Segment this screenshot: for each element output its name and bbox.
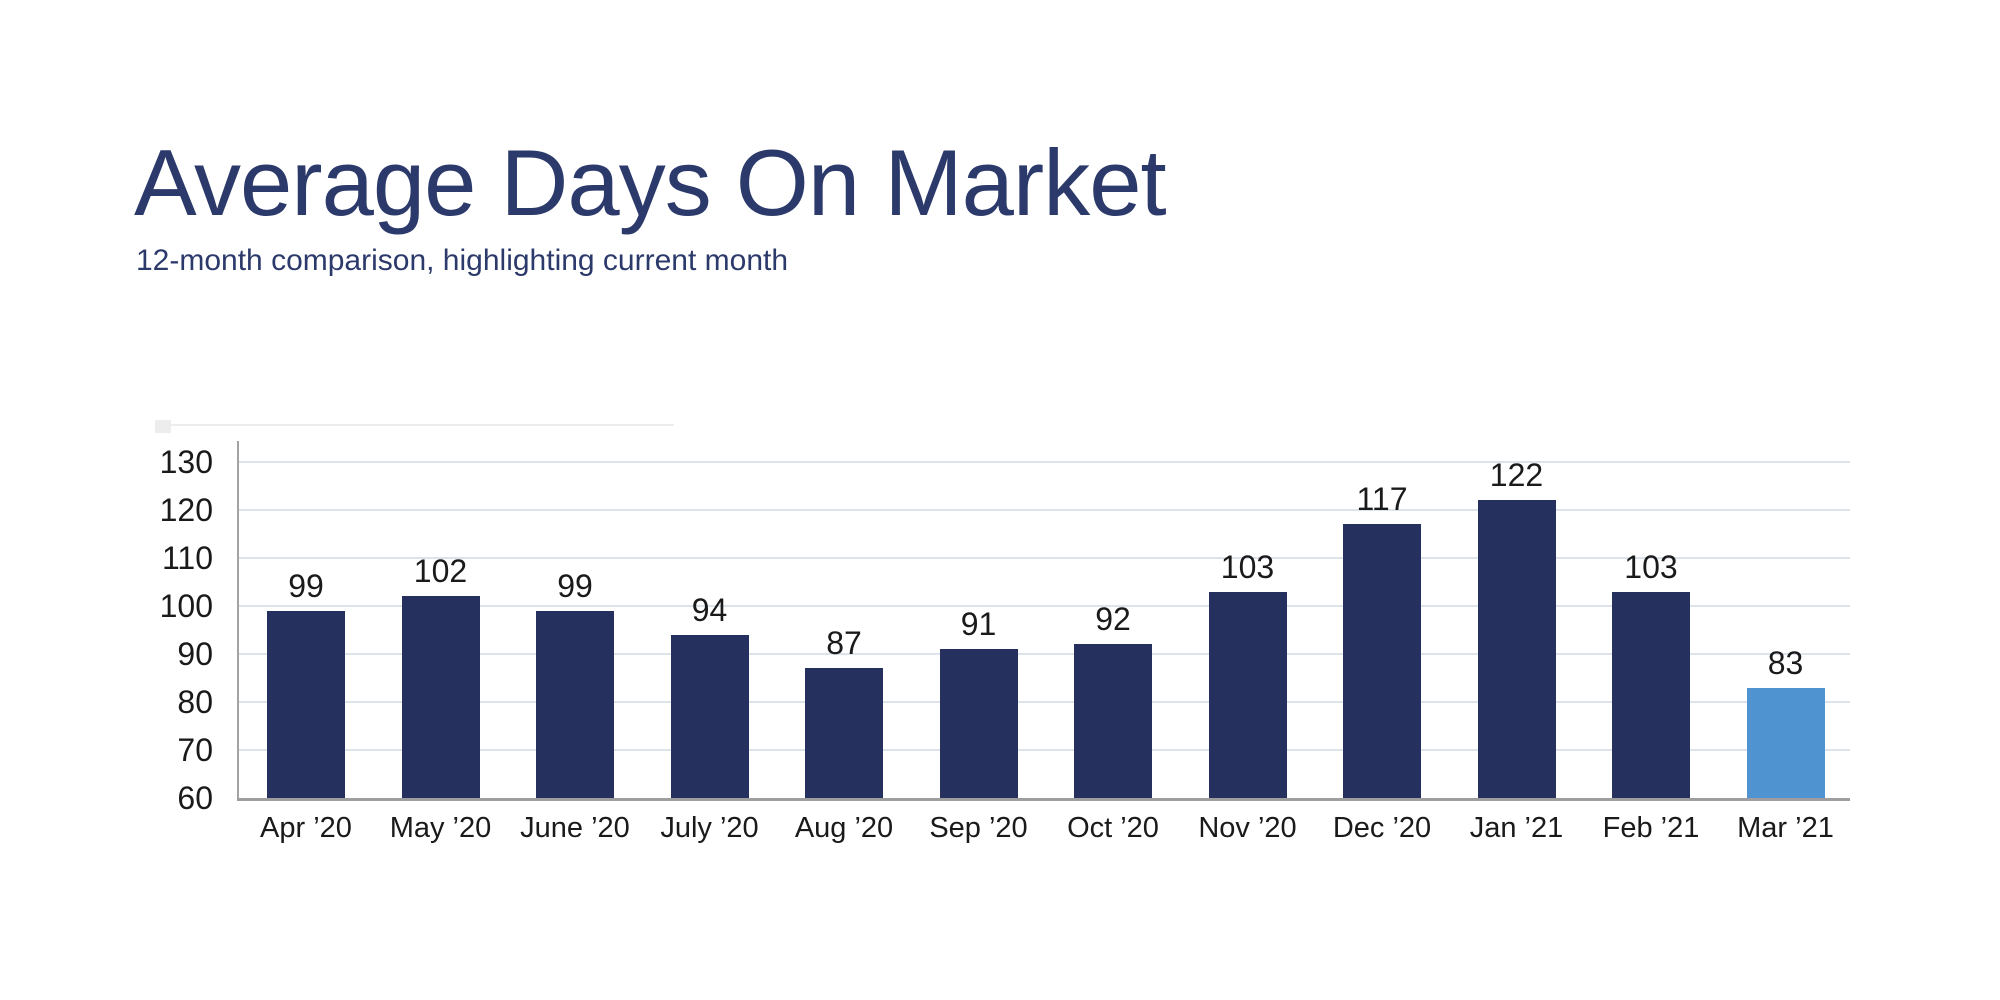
bar-value-label: 92: [1095, 601, 1131, 638]
chart-frame-top-border: [155, 424, 674, 426]
y-axis-tick-label: 80: [177, 684, 213, 720]
gridline: [239, 749, 1850, 751]
x-axis-category-label: Jan ’21: [1469, 812, 1564, 844]
bar: [1612, 591, 1690, 798]
gridline: [239, 509, 1850, 511]
x-axis-category-label: July ’20: [660, 812, 759, 844]
gridline: [239, 557, 1850, 559]
bar: [1343, 524, 1421, 798]
chart-frame-corner: [155, 420, 171, 433]
x-axis-category-label: Sep ’20: [929, 812, 1028, 844]
y-axis-tick-label: 130: [159, 444, 213, 480]
bar-value-label: 122: [1489, 457, 1544, 494]
page-title: Average Days On Market: [134, 130, 1167, 235]
page-subtitle: 12-month comparison, highlighting curren…: [136, 244, 789, 277]
bar-value-label: 102: [413, 553, 468, 590]
bar-value-label: 103: [1624, 548, 1678, 585]
x-axis-category-label: Aug ’20: [794, 812, 894, 844]
bar-highlighted-current-month: [1746, 687, 1825, 798]
bar-value-label: 94: [691, 591, 728, 628]
bar: [670, 634, 749, 798]
bar: [939, 649, 1018, 798]
x-axis-category-label: May ’20: [389, 812, 492, 844]
bar: [401, 596, 480, 798]
x-axis-category-label: Mar ’21: [1737, 812, 1834, 844]
y-axis-line: [237, 441, 239, 801]
y-axis-tick-label: 100: [159, 588, 213, 624]
bar: [1074, 644, 1152, 798]
bar-value-label: 83: [1767, 644, 1804, 681]
y-axis-tick-label: 60: [177, 780, 213, 816]
y-axis-tick-label: 120: [159, 492, 213, 528]
y-axis-tick-label: 110: [161, 540, 213, 576]
bar-value-label: 87: [826, 625, 862, 662]
bar-value-label: 99: [557, 567, 593, 604]
x-axis-line: [237, 798, 1850, 801]
x-axis-category-label: Dec ’20: [1332, 812, 1432, 844]
gridline: [239, 461, 1850, 463]
x-axis-category-label: Nov ’20: [1198, 812, 1297, 844]
bar-value-label: 117: [1356, 481, 1408, 518]
bar: [805, 668, 883, 798]
bar: [1208, 591, 1287, 798]
bar-value-label: 91: [960, 606, 997, 643]
bar-value-label: 99: [288, 567, 324, 604]
gridline: [239, 653, 1850, 655]
x-axis-category-label: Apr ’20: [260, 812, 352, 844]
bar: [1477, 500, 1556, 798]
gridline: [239, 605, 1850, 607]
bar: [536, 610, 614, 798]
x-axis-category-label: June ’20: [520, 812, 630, 844]
y-axis-tick-label: 70: [177, 732, 213, 768]
gridline: [239, 701, 1850, 703]
y-axis-tick-label: 90: [177, 636, 213, 672]
x-axis-category-label: Feb ’21: [1602, 812, 1700, 844]
bar-value-label: 103: [1220, 548, 1275, 585]
x-axis-category-label: Oct ’20: [1067, 812, 1159, 844]
bar: [267, 610, 345, 798]
